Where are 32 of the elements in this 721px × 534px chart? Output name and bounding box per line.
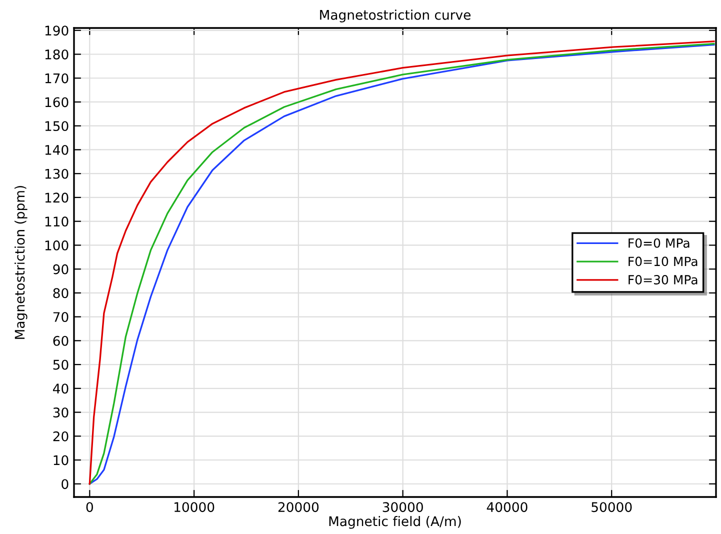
y-tick-label: 70 bbox=[53, 312, 68, 322]
y-tick-label: 10 bbox=[54, 455, 68, 466]
legend-label: F0=10 MPa bbox=[628, 256, 698, 266]
y-tick-label: 60 bbox=[53, 336, 68, 346]
y-tick-label: 130 bbox=[45, 168, 68, 179]
y-tick-label: 0 bbox=[62, 479, 68, 490]
y-tick-label: 30 bbox=[53, 407, 68, 418]
y-tick-label: 120 bbox=[45, 192, 68, 203]
legend-label: F0=0 MPa bbox=[628, 238, 690, 248]
x-tick-label: 40000 bbox=[486, 502, 528, 512]
y-tick-label: 40 bbox=[52, 384, 68, 394]
legend-label: F0=30 MPa bbox=[628, 275, 698, 284]
chart-title: Magnetostriction curve bbox=[320, 10, 470, 22]
y-tick-label: 180 bbox=[45, 49, 68, 60]
x-tick-label: 0 bbox=[86, 502, 93, 512]
x-axis-title: Magnetic field (A/m) bbox=[329, 516, 461, 529]
y-tick-label: 170 bbox=[45, 73, 68, 84]
y-tick-label: 20 bbox=[53, 431, 68, 442]
y-tick-label: 90 bbox=[53, 264, 68, 274]
y-axis-title: Magnetostriction (ppm) bbox=[14, 186, 28, 339]
y-tick-label: 110 bbox=[45, 216, 68, 227]
x-tick-label: 50000 bbox=[592, 502, 632, 512]
x-tick-label: 10000 bbox=[174, 502, 214, 512]
y-tick-label: 140 bbox=[45, 144, 68, 155]
x-tick-label: 30000 bbox=[382, 502, 423, 512]
y-tick-label: 100 bbox=[45, 240, 68, 250]
x-tick-label: 20000 bbox=[278, 502, 319, 512]
y-tick-label: 50 bbox=[53, 360, 68, 370]
y-tick-label: 160 bbox=[45, 97, 68, 108]
y-tick-label: 80 bbox=[53, 288, 68, 298]
y-tick-label: 190 bbox=[45, 26, 68, 36]
y-tick-label: 150 bbox=[45, 121, 68, 132]
